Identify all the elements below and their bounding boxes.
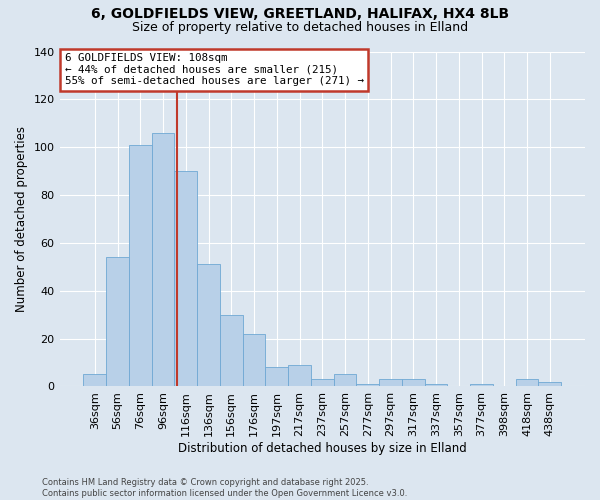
Text: Contains HM Land Registry data © Crown copyright and database right 2025.
Contai: Contains HM Land Registry data © Crown c… <box>42 478 407 498</box>
Text: 6 GOLDFIELDS VIEW: 108sqm
← 44% of detached houses are smaller (215)
55% of semi: 6 GOLDFIELDS VIEW: 108sqm ← 44% of detac… <box>65 53 364 86</box>
Bar <box>242 334 265 386</box>
Bar <box>356 384 379 386</box>
Bar <box>197 264 220 386</box>
Bar <box>311 380 334 386</box>
Bar <box>470 384 493 386</box>
Bar <box>402 380 425 386</box>
Bar <box>425 384 448 386</box>
Bar <box>288 365 311 386</box>
Bar <box>129 145 152 386</box>
Text: Size of property relative to detached houses in Elland: Size of property relative to detached ho… <box>132 21 468 34</box>
Bar <box>265 368 288 386</box>
Bar <box>515 380 538 386</box>
Bar <box>106 258 129 386</box>
Bar <box>220 314 242 386</box>
Bar <box>379 380 402 386</box>
Bar <box>334 374 356 386</box>
Bar <box>175 171 197 386</box>
Y-axis label: Number of detached properties: Number of detached properties <box>15 126 28 312</box>
X-axis label: Distribution of detached houses by size in Elland: Distribution of detached houses by size … <box>178 442 467 455</box>
Bar <box>83 374 106 386</box>
Text: 6, GOLDFIELDS VIEW, GREETLAND, HALIFAX, HX4 8LB: 6, GOLDFIELDS VIEW, GREETLAND, HALIFAX, … <box>91 8 509 22</box>
Bar <box>152 133 175 386</box>
Bar <box>538 382 561 386</box>
